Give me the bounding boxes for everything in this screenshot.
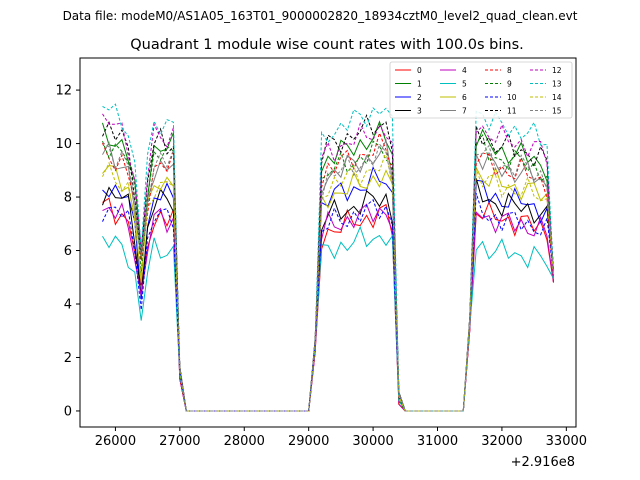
legend-label-13: 13 [552,80,562,89]
x-tick-label: 32000 [481,434,522,449]
series-line-4 [102,202,554,412]
series-line-3 [102,178,554,412]
plot-frame [79,57,577,428]
x-tick-label: 26000 [95,434,136,449]
legend-box [389,61,573,119]
legend-label-0: 0 [417,66,422,75]
x-tick-label: 30000 [352,434,393,449]
series-line-9 [102,133,554,412]
x-tick-label: 31000 [417,434,458,449]
series-line-5 [102,225,554,412]
series-line-8 [102,131,554,412]
legend-label-12: 12 [552,66,562,75]
legend-label-7: 7 [462,107,467,116]
plot-area [80,58,576,427]
data-file-label: Data file: modeM0/AS1A05_163T01_90000028… [63,9,578,23]
x-offset-label: +2.916e8 [511,455,575,470]
legend-label-5: 5 [462,80,467,89]
legend-label-3: 3 [417,107,422,116]
legend-label-14: 14 [552,93,562,102]
series-line-2 [102,165,554,412]
series-line-15 [102,141,554,412]
y-tick-label: 10 [55,137,72,152]
legend-label-2: 2 [417,93,422,102]
y-tick-label: 4 [64,298,72,313]
legend-label-8: 8 [507,66,512,75]
legend-label-9: 9 [507,80,512,89]
chart-title: Quadrant 1 module wise count rates with … [130,37,524,53]
series-line-10 [102,193,554,412]
y-tick-label: 2 [64,351,72,366]
y-tick-label: 12 [55,84,72,99]
y-tick-label: 0 [64,404,72,419]
series-line-12 [102,113,554,412]
y-tick-label: 8 [64,191,72,206]
series-line-14 [102,150,554,412]
series-line-13 [102,103,554,412]
legend-label-11: 11 [507,107,517,116]
x-tick-label: 28000 [224,434,265,449]
legend-label-15: 15 [552,107,562,116]
series-line-11 [102,113,554,412]
legend-label-6: 6 [462,93,467,102]
legend-label-10: 10 [507,93,517,102]
x-tick-label: 27000 [159,434,200,449]
y-tick-label: 6 [64,244,72,259]
legend-label-4: 4 [462,66,467,75]
x-tick-label: 29000 [288,434,329,449]
x-tick-label: 33000 [546,434,587,449]
legend-label-1: 1 [417,80,422,89]
